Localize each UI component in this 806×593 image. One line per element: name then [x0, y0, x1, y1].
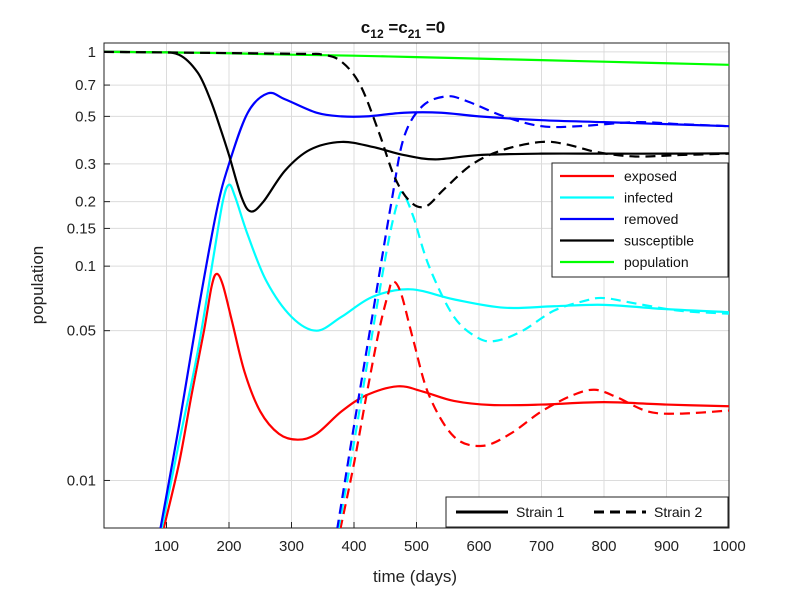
axes: 100 200 300 400 500 600 700 800 900 1000 0.01 0.05 0… — [67, 42, 746, 555]
y-tick-label: 0.7 — [75, 77, 96, 94]
legend-label: exposed — [624, 168, 677, 184]
legend-label: susceptible — [624, 233, 694, 249]
strain-legend-label: Strain 2 — [654, 504, 702, 520]
series-infected-strain-1 — [160, 183, 729, 528]
strain-legend-label: Strain 1 — [516, 504, 564, 520]
x-tick-label: 200 — [216, 538, 241, 555]
x-tick-label: 400 — [341, 538, 366, 555]
series-removed-strain-1 — [159, 91, 729, 528]
y-tick-label: 0.2 — [75, 194, 96, 211]
series-susceptible-strain-2 — [104, 50, 729, 209]
y-axis-label: population — [28, 246, 47, 324]
series-infected-strain-2 — [337, 190, 729, 528]
strain-legend: Strain 1 Strain 2 — [445, 496, 729, 528]
y-tick-label: 0.3 — [75, 156, 96, 173]
legend-label: population — [624, 254, 689, 270]
legend-label: infected — [624, 190, 673, 206]
series-susceptible-strain-1 — [104, 50, 729, 213]
plot-frame — [103, 42, 730, 529]
y-tick-label: 1 — [88, 44, 96, 61]
x-tick-label: 700 — [529, 538, 554, 555]
x-tick-label: 800 — [591, 538, 616, 555]
series-exposed-strain-2 — [339, 280, 729, 528]
x-tick-label: 900 — [654, 538, 679, 555]
legend-label: removed — [624, 211, 678, 227]
chart-title: c12 =c21 =0 — [361, 18, 445, 41]
y-tick-label: 0.15 — [67, 220, 96, 237]
series-exposed-strain-1 — [162, 272, 729, 528]
x-tick-label: 500 — [404, 538, 429, 555]
legend: exposed infected removed susceptible populat… — [551, 162, 729, 278]
y-tick-label: 0.05 — [67, 323, 96, 340]
y-tick-label: 0.01 — [67, 472, 96, 489]
series — [104, 50, 729, 528]
x-tick-label: 600 — [466, 538, 491, 555]
series-removed-strain-2 — [336, 95, 729, 528]
series-population-strain-1 — [104, 50, 729, 66]
x-tick-label: 300 — [279, 538, 304, 555]
x-tick-label: 100 — [154, 538, 179, 555]
x-axis-label: time (days) — [373, 567, 457, 586]
y-tick-label: 0.1 — [75, 258, 96, 275]
x-tick-label: 1000 — [712, 538, 745, 555]
y-tick-label: 0.5 — [75, 108, 96, 125]
